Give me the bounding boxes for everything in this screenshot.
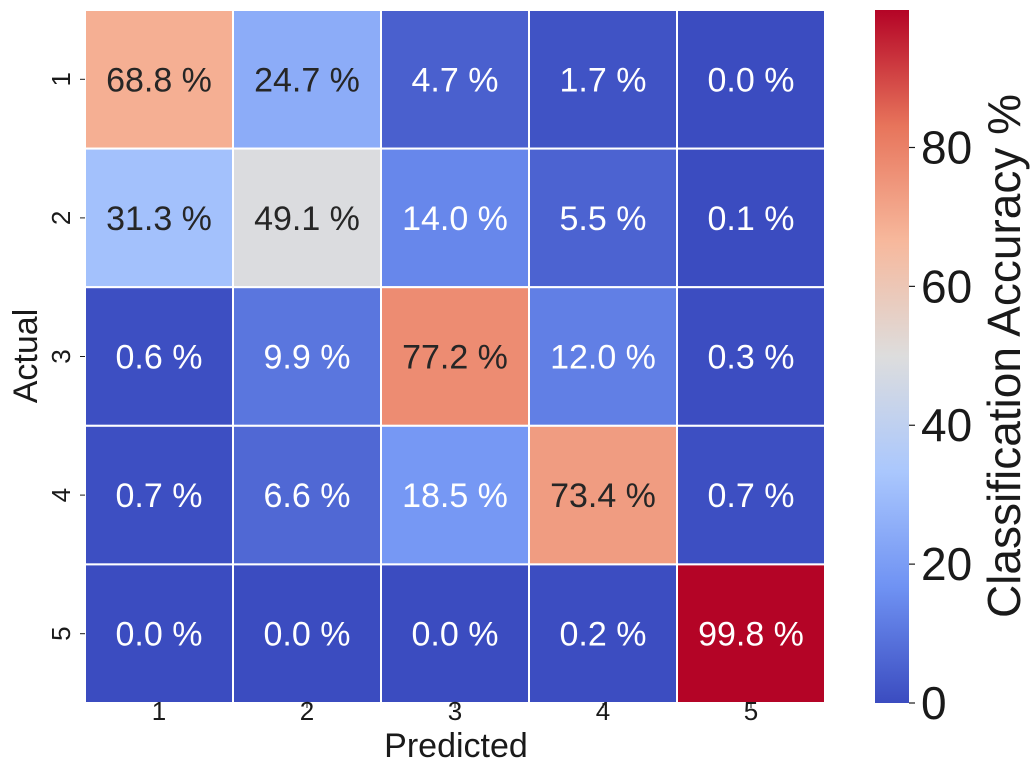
heatmap-cell xyxy=(528,286,678,427)
colorbar-ticks: 0 20 40 60 80 xyxy=(909,121,972,729)
colorbar-label: Classification Accuracy % xyxy=(978,94,1030,618)
heatmap-cell-label: 0.1 % xyxy=(708,200,795,238)
colorbar-tick-label: 60 xyxy=(921,260,972,312)
heatmap-cell-label: 24.7 % xyxy=(254,61,360,99)
heatmap-cell xyxy=(232,424,382,566)
heatmap-cell xyxy=(380,147,530,289)
colorbar-tick-label: 20 xyxy=(921,538,972,590)
x-axis-label: Predicted xyxy=(384,727,528,765)
heatmap-cell-label: 0.0 % xyxy=(264,616,351,654)
heatmap-cell xyxy=(380,424,530,566)
heatmap-cell-label: 31.3 % xyxy=(106,200,212,238)
colorbar-tick-label: 0 xyxy=(921,677,947,729)
heatmap-cell-label: 9.9 % xyxy=(264,339,351,377)
heatmap-cell-label: 0.0 % xyxy=(116,616,203,654)
heatmap-cell-label: 18.5 % xyxy=(402,477,508,515)
heatmap-cell xyxy=(232,9,382,150)
heatmap-cell-label: 5.5 % xyxy=(560,200,647,238)
heatmap-cell-label: 1.7 % xyxy=(560,61,647,99)
heatmap-cell xyxy=(84,147,234,289)
heatmap-cell-label: 0.0 % xyxy=(708,61,795,99)
heatmap-cell xyxy=(232,563,382,705)
heatmap-cell xyxy=(676,147,826,289)
colorbar-tick-label: 80 xyxy=(921,121,972,173)
heatmap-cell xyxy=(84,563,234,705)
heatmap-cell-label: 12.0 % xyxy=(550,339,656,377)
x-tick-label: 2 xyxy=(300,696,314,726)
y-tick-label: 4 xyxy=(46,488,76,502)
heatmap-cell-label: 99.8 % xyxy=(698,616,804,654)
y-axis-label: Actual xyxy=(7,309,45,404)
heatmap-cell xyxy=(528,424,678,566)
heatmap-cell xyxy=(380,9,530,150)
y-tick-label: 2 xyxy=(46,211,76,225)
y-axis-ticks: 1 2 3 4 5 xyxy=(46,72,85,641)
heatmap-cell-label: 0.0 % xyxy=(412,616,499,654)
x-tick-label: 3 xyxy=(448,696,462,726)
heatmap-cell-label: 49.1 % xyxy=(254,200,360,238)
heatmap-cell-label: 6.6 % xyxy=(264,477,351,515)
heatmap-cell-label: 0.6 % xyxy=(116,339,203,377)
x-tick-label: 1 xyxy=(152,696,166,726)
heatmap-cell-labels: 68.8 % 24.7 % 4.7 % 1.7 % 0.0 % 31.3 % 49.1 % 1… xyxy=(106,61,804,653)
colorbar-tick-label: 40 xyxy=(921,399,972,451)
heatmap-cell-label: 0.7 % xyxy=(116,477,203,515)
heatmap-cell xyxy=(676,563,826,705)
x-tick-label: 4 xyxy=(596,696,610,726)
colorbar xyxy=(875,10,909,703)
heatmap-cell xyxy=(84,9,234,150)
heatmap-cells xyxy=(84,9,826,705)
heatmap-cell xyxy=(232,286,382,427)
heatmap-cell xyxy=(380,563,530,705)
heatmap-cell-label: 77.2 % xyxy=(402,339,508,377)
heatmap-cell-label: 4.7 % xyxy=(412,61,499,99)
heatmap-cell-label: 68.8 % xyxy=(106,61,212,99)
x-axis-ticks: 1 2 3 4 5 xyxy=(152,696,758,726)
heatmap-cell xyxy=(676,286,826,427)
x-tick-label: 5 xyxy=(744,696,758,726)
heatmap-cell-label: 0.3 % xyxy=(708,339,795,377)
heatmap-cell-label: 0.2 % xyxy=(560,616,647,654)
heatmap-cell-label: 0.7 % xyxy=(708,477,795,515)
y-tick-label: 1 xyxy=(46,72,76,86)
y-tick-label: 3 xyxy=(46,349,76,363)
y-tick-label: 5 xyxy=(46,626,76,640)
heatmap-cell-label: 14.0 % xyxy=(402,200,508,238)
heatmap-cell xyxy=(528,9,678,150)
heatmap-cell-label: 73.4 % xyxy=(550,477,656,515)
heatmap-cell xyxy=(676,424,826,566)
